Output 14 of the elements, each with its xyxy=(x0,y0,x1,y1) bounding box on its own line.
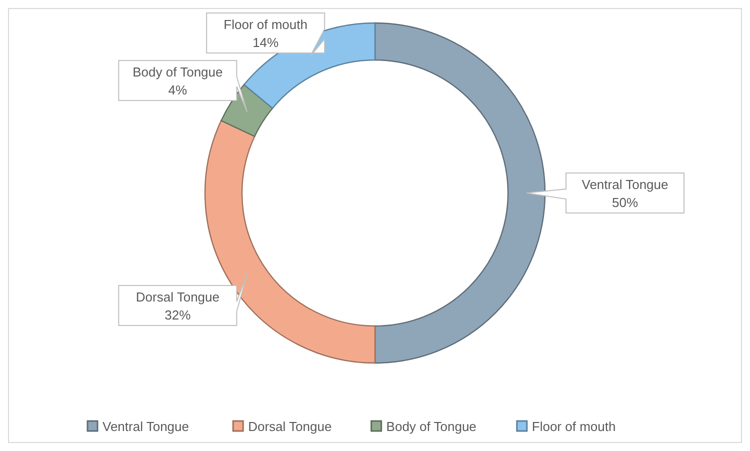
slice-label: Ventral Tongue xyxy=(582,177,668,192)
legend-label: Ventral Tongue xyxy=(102,419,189,434)
legend-label: Dorsal Tongue xyxy=(248,419,332,434)
slice-label: Floor of mouth xyxy=(224,17,308,32)
donut-slice xyxy=(374,22,546,364)
legend-label: Body of Tongue xyxy=(386,419,476,434)
data-label: 4% xyxy=(168,82,188,98)
donut-slice xyxy=(220,84,274,137)
data-label: 32% xyxy=(164,308,192,323)
slice-label: Dorsal Tongue xyxy=(136,290,220,305)
data-label: 50% xyxy=(612,195,638,210)
data-label: 14% xyxy=(252,35,280,50)
slice-label: Body of Tongue xyxy=(132,64,223,80)
legend-label: Floor of mouth xyxy=(532,419,616,434)
